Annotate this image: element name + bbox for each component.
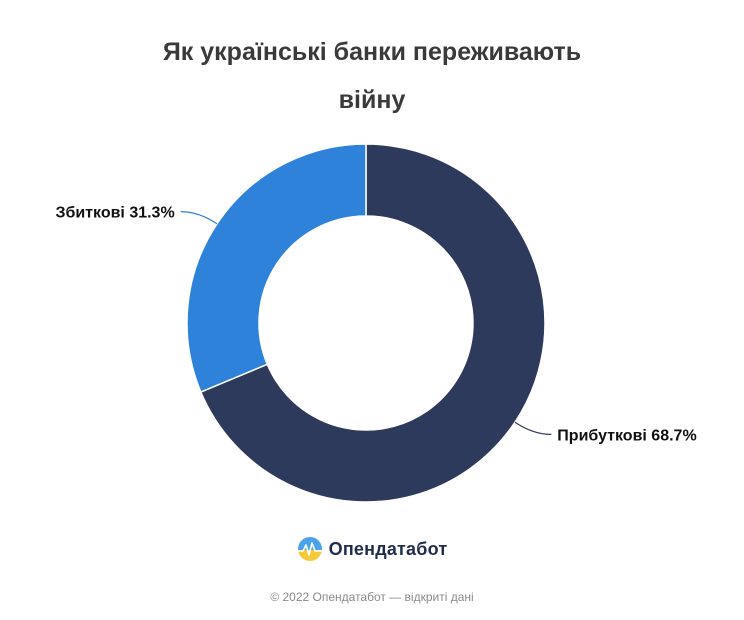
leader-line-0: [514, 421, 552, 436]
logo-text: Опендатабот: [328, 538, 448, 559]
chart-title-line-2: війну: [338, 86, 406, 114]
leader-line-1: [180, 210, 218, 225]
logo: Опендатабот: [0, 536, 744, 562]
slice-label-1: Збиткові 31.3%: [55, 205, 174, 222]
opendatabot-logo-icon: [297, 537, 322, 561]
slice-label-0: Прибуткові 68.7%: [557, 427, 696, 444]
chart-title: Як українські банки переживають війну: [0, 28, 744, 124]
chart-title-line-1: Як українські банки переживають: [162, 38, 582, 66]
pie-slice-1: [186, 143, 367, 394]
footer-copyright: © 2022 Опендатабот — відкриті дані: [270, 590, 474, 604]
pie-slice-0: [199, 143, 546, 503]
